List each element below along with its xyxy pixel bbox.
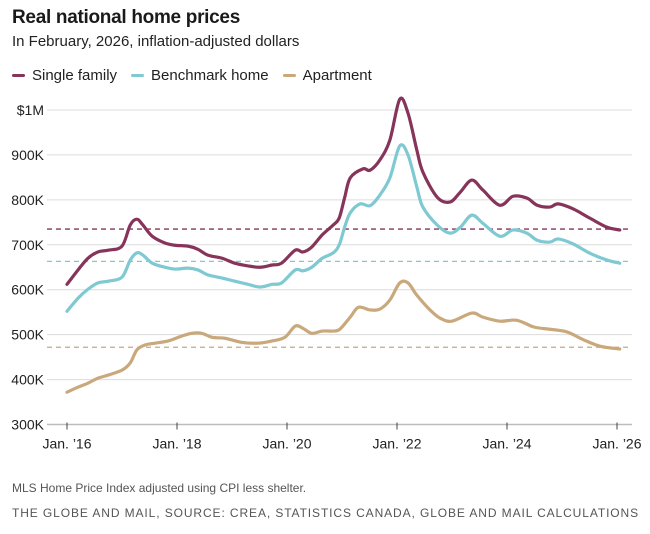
legend-swatch-single-family <box>12 74 25 77</box>
series-line-single-family <box>65 96 622 286</box>
legend-swatch-benchmark-home <box>131 74 145 77</box>
x-axis: Jan. ’16 Jan. ’18 Jan. ’20 Jan. ’22 Jan. ’24… <box>42 422 642 452</box>
legend-label: Single family <box>32 67 118 84</box>
legend-label: Benchmark home <box>151 67 269 84</box>
y-tick-label: 800K <box>11 192 44 208</box>
x-tick-label: Jan. ’18 <box>152 436 201 452</box>
series-line-apartment <box>65 279 622 394</box>
chart-subtitle: In February, 2026, inflation-adjusted do… <box>12 33 300 50</box>
chart-source: THE GLOBE AND MAIL, SOURCE: CREA, STATIS… <box>12 506 640 520</box>
y-tick-label: 700K <box>11 237 44 253</box>
y-tick-label: 600K <box>11 282 44 298</box>
x-tick-label: Jan. ’20 <box>262 436 311 452</box>
x-tick-label: Jan. ’26 <box>592 436 641 452</box>
y-axis-labels: $1M 900K 800K 700K 600K 500K 400K 300K <box>11 102 44 433</box>
chart-title: Real national home prices <box>12 7 240 28</box>
series-lines <box>65 96 622 394</box>
y-tick-label: 300K <box>11 417 44 433</box>
x-tick-label: Jan. ’24 <box>482 436 531 452</box>
y-tick-label: 400K <box>11 372 44 388</box>
legend-label: Apartment <box>302 67 372 84</box>
y-tick-label: 500K <box>11 327 44 343</box>
legend-item-single-family: Single family <box>12 67 117 84</box>
legend-item-apartment: Apartment <box>282 67 372 84</box>
x-tick-label: Jan. ’16 <box>42 436 91 452</box>
legend-swatch-apartment <box>282 74 296 77</box>
y-tick-label: $1M <box>17 102 44 118</box>
legend-item-benchmark-home: Benchmark home <box>131 67 269 84</box>
legend: Single family Benchmark home Apartment <box>12 67 386 84</box>
y-tick-label: 900K <box>11 147 44 163</box>
gridlines <box>47 109 632 426</box>
x-tick-label: Jan. ’22 <box>372 436 421 452</box>
chart-note: MLS Home Price Index adjusted using CPI … <box>12 481 307 495</box>
reference-lines <box>47 228 632 348</box>
series-line-benchmark-home <box>65 143 622 313</box>
